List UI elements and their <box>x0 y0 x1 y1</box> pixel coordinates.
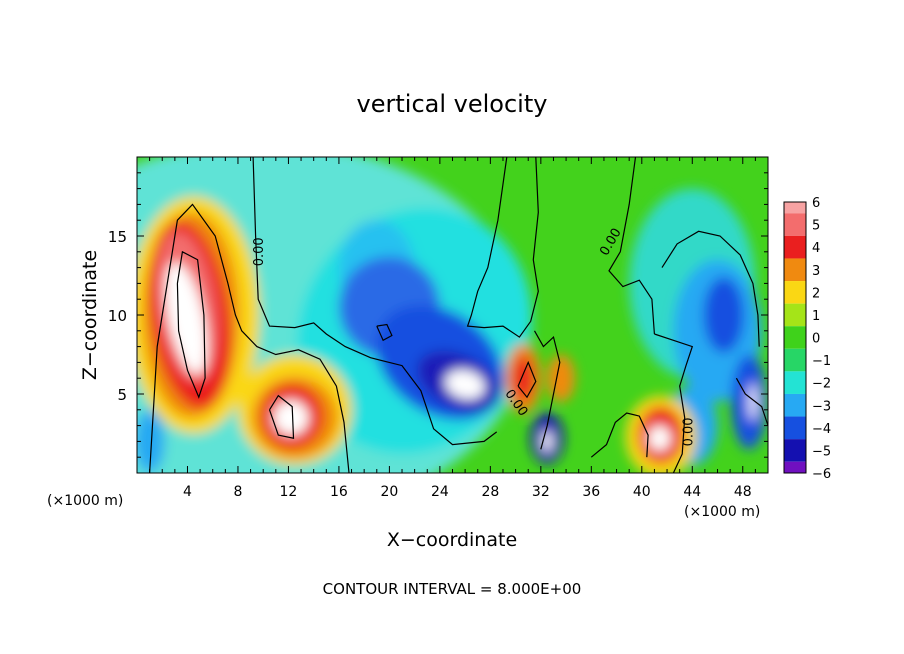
x-tick-label: 24 <box>431 484 449 500</box>
colorbar-swatch <box>784 235 806 259</box>
colorbar-swatch <box>784 348 806 372</box>
x-tick-label: 32 <box>532 484 550 500</box>
chart-title: vertical velocity <box>357 90 548 118</box>
contour-label: 0.00 <box>252 237 267 266</box>
colorbar-swatch <box>784 461 806 473</box>
x-tick-label: 48 <box>734 484 752 500</box>
colorbar-label: 5 <box>812 219 820 234</box>
y-axis: 5 10 15 <box>108 156 768 474</box>
x-axis-label: X−coordinate <box>387 529 517 551</box>
zero-contour-line <box>268 394 295 439</box>
x-tick-label: 36 <box>582 484 600 500</box>
zero-contour-line <box>735 377 768 426</box>
colorbar-swatch <box>784 281 806 304</box>
colorbar-swatch <box>784 326 806 349</box>
colorbar-label: 1 <box>812 309 820 324</box>
colorbar-label: −1 <box>812 354 831 369</box>
contour-label: 0.00 <box>681 417 696 446</box>
colorbar-swatch <box>784 258 806 282</box>
contour-interval-note: CONTOUR INTERVAL = 8.000E+00 <box>323 580 582 598</box>
colorbar-label: −2 <box>812 377 831 392</box>
zero-contour-line <box>176 250 206 399</box>
zero-contour-line <box>149 203 350 473</box>
plot-area: 0.00 0.000.000.00 <box>137 157 768 473</box>
y-tick-label: 5 <box>117 386 127 404</box>
colorbar-label: 2 <box>812 286 820 301</box>
x-tick-label: 28 <box>481 484 499 500</box>
colorbar-label: 3 <box>812 264 820 279</box>
colorbar-label: −3 <box>812 399 831 414</box>
colorbar-label: −4 <box>812 422 831 437</box>
zero-contour-line <box>533 330 561 450</box>
colorbar-label: −6 <box>812 467 831 482</box>
colorbar-swatch <box>784 303 806 327</box>
colorbar-label: −5 <box>812 444 831 459</box>
colorbar: 6 5 4 3 2 1 0 −1 −2 −3 −4 −5 −6 <box>783 196 831 482</box>
zero-contour-line <box>517 360 537 399</box>
x-tick-label: 16 <box>330 484 348 500</box>
colorbar-swatch <box>784 393 806 417</box>
zero-contour-line <box>376 323 393 342</box>
zero-contour-line <box>466 157 539 338</box>
x-tick-label: 44 <box>683 484 701 500</box>
zero-contour-line <box>252 157 498 446</box>
colorbar-swatch <box>784 202 806 214</box>
colorbar-label: 6 <box>812 196 820 211</box>
x-tick-label: 4 <box>183 484 192 500</box>
colorbar-label: 0 <box>812 332 820 347</box>
x-unit-left: (×1000 m) <box>47 493 123 509</box>
zero-contour-line <box>590 412 649 458</box>
y-tick-label: 15 <box>108 228 127 246</box>
colorbar-frame <box>783 201 807 474</box>
zero-contour-line <box>608 157 655 335</box>
y-axis-label: Z−coordinate <box>79 250 101 380</box>
x-tick-label: 12 <box>280 484 298 500</box>
x-axis: 4 8 12 16 20 24 28 32 36 40 44 48 <box>136 157 769 500</box>
zero-contour-line <box>661 230 760 347</box>
x-tick-label: 40 <box>633 484 651 500</box>
colorbar-swatch <box>784 371 806 394</box>
y-tick-label: 10 <box>108 307 127 325</box>
x-unit-right: (×1000 m) <box>684 504 760 520</box>
x-tick-label: 20 <box>380 484 398 500</box>
colorbar-swatch <box>784 213 806 236</box>
colorbar-swatch <box>784 416 806 440</box>
zero-contour-line <box>654 333 694 473</box>
colorbar-swatch <box>784 439 806 462</box>
colorbar-label: 4 <box>812 241 820 256</box>
x-tick-label: 8 <box>233 484 242 500</box>
